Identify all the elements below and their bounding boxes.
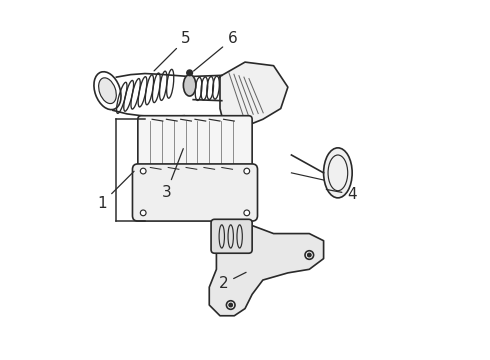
Circle shape (229, 303, 232, 307)
Circle shape (305, 251, 314, 259)
Circle shape (244, 168, 249, 174)
Text: 3: 3 (162, 149, 183, 200)
Text: 4: 4 (326, 187, 357, 202)
Circle shape (140, 168, 146, 174)
Ellipse shape (94, 72, 121, 110)
FancyBboxPatch shape (132, 164, 258, 221)
Polygon shape (220, 62, 288, 126)
Circle shape (187, 70, 193, 76)
Ellipse shape (323, 148, 352, 198)
Circle shape (308, 253, 311, 257)
FancyBboxPatch shape (138, 116, 252, 169)
Text: 2: 2 (219, 272, 246, 291)
Circle shape (244, 210, 249, 216)
FancyBboxPatch shape (211, 219, 252, 253)
Text: 6: 6 (194, 31, 237, 71)
Ellipse shape (183, 75, 196, 96)
Circle shape (226, 301, 235, 309)
Ellipse shape (98, 78, 116, 104)
Text: 1: 1 (98, 171, 134, 211)
Text: 5: 5 (154, 31, 191, 71)
Polygon shape (209, 223, 323, 316)
Circle shape (140, 210, 146, 216)
